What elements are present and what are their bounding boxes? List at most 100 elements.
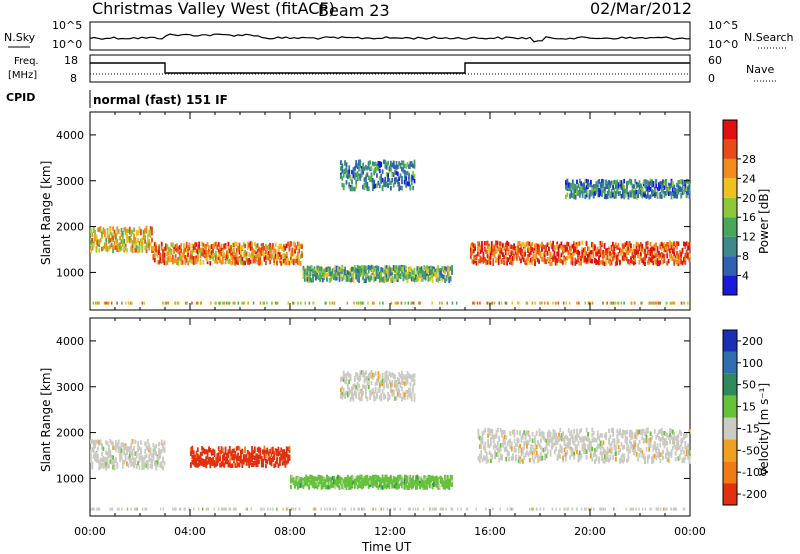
power-echo-cell	[538, 259, 540, 264]
power-echo-cell	[478, 246, 481, 251]
velocity-echo-cell	[437, 480, 439, 485]
velocity-echo-cell	[502, 436, 505, 441]
velocity-echo-cell	[419, 484, 421, 489]
velocity-echo-cell	[517, 448, 520, 454]
power-echo-cell	[641, 187, 644, 193]
power-echo-cell	[683, 180, 685, 186]
power-echo-cell	[130, 238, 133, 243]
velocity-echo-cell	[256, 457, 259, 462]
power-echo-cell	[646, 240, 649, 246]
power-echo-cell	[305, 268, 308, 274]
power-echo-cell	[294, 242, 296, 247]
velocity-echo-cell	[213, 449, 216, 455]
velocity-echo-cell	[387, 384, 389, 389]
power-echo-cell	[556, 258, 559, 263]
velocity-echo-cell	[298, 476, 301, 481]
velocity-echo-cell	[217, 458, 220, 463]
power-echo-cell	[120, 232, 123, 238]
power-echo-cell	[246, 245, 249, 250]
power-echo-cell	[233, 259, 235, 264]
velocity-echo-cell	[566, 450, 569, 455]
velocity-echo-cell	[237, 456, 239, 462]
power-echo-cell	[479, 255, 482, 261]
velocity-echo-cell	[527, 452, 530, 457]
velocity-echo-cell	[391, 383, 394, 388]
power-echo-cell	[237, 260, 239, 265]
velocity-echo-cell	[230, 456, 233, 461]
velocity-echo-cell	[487, 443, 489, 448]
velocity-echo-cell	[494, 434, 496, 439]
velocity-echo-cell	[253, 460, 256, 466]
power-echo-cell	[428, 276, 431, 282]
power-echo-cell	[367, 269, 370, 274]
velocity-echo-cell	[573, 451, 576, 456]
velocity-echo-cell	[413, 397, 416, 402]
velocity-echo-cell	[534, 442, 537, 447]
power-echo-cell	[652, 260, 655, 266]
power-echo-cell	[621, 183, 624, 188]
velocity-echo-cell	[501, 443, 503, 448]
velocity-echo-cell	[291, 478, 294, 483]
power-echo-cell	[302, 274, 305, 279]
power-echo-cell	[370, 275, 373, 281]
velocity-echo-cell	[567, 428, 570, 433]
velocity-echo-cell	[349, 389, 352, 395]
velocity-echo-cell	[537, 441, 539, 446]
velocity-echo-cell	[542, 435, 545, 441]
power-echo-cell	[652, 181, 655, 186]
velocity-echo-cell	[403, 381, 406, 386]
power-echo-cell	[492, 261, 495, 266]
power-echo-cell	[238, 250, 241, 255]
velocity-echo-cell	[362, 390, 364, 396]
velocity-echo-cell	[162, 446, 164, 452]
power-echo-cell	[598, 258, 600, 263]
power-echo-cell	[227, 254, 230, 259]
power-echo-cell	[688, 245, 691, 250]
power-echo-cell	[438, 301, 441, 305]
velocity-echo-cell	[212, 448, 214, 454]
power-echo-cell	[401, 185, 403, 191]
velocity-echo-cell	[559, 448, 562, 453]
power-echo-cell	[676, 250, 678, 256]
velocity-echo-cell	[533, 448, 535, 453]
velocity-echo-cell	[227, 460, 230, 465]
power-echo-cell	[91, 240, 94, 246]
power-echo-cell	[451, 301, 454, 305]
velocity-echo-cell	[226, 456, 228, 462]
velocity-echo-cell	[369, 475, 371, 481]
power-echo-cell	[384, 164, 387, 169]
velocity-echo-cell	[253, 455, 256, 461]
power-echo-cell	[160, 241, 163, 247]
power-echo-cell	[609, 183, 612, 188]
power-echo-cell	[355, 163, 358, 168]
power-echo-cell	[284, 256, 287, 261]
velocity-echo-cell	[351, 388, 353, 394]
power-echo-cell	[427, 268, 430, 273]
power-echo-cell	[646, 246, 649, 251]
velocity-echo-cell	[399, 393, 402, 398]
velocity-echo-cell	[399, 374, 402, 379]
power-echo-cell	[528, 241, 531, 247]
velocity-echo-cell	[359, 480, 362, 486]
power-echo-cell	[138, 241, 141, 246]
power-echo-cell	[90, 239, 92, 245]
power-echo-cell	[669, 248, 671, 253]
velocity-echo-cell	[491, 430, 494, 435]
velocity-echo-cell	[298, 483, 301, 489]
velocity-echo-cell	[228, 445, 231, 451]
power-echo-cell	[363, 271, 366, 276]
power-echo-cell	[649, 257, 652, 262]
velocity-echo-cell	[156, 455, 159, 461]
power-echo-cell	[373, 179, 376, 185]
power-echo-cell	[529, 250, 532, 255]
power-echo-cell	[440, 270, 442, 276]
power-echo-cell	[624, 255, 627, 261]
power-echo-cell	[592, 194, 595, 199]
power-echo-cell	[609, 301, 612, 305]
velocity-echo-cell	[349, 397, 352, 402]
velocity-echo-cell	[581, 446, 584, 452]
velocity-echo-cell	[521, 459, 524, 464]
power-echo-cell	[124, 230, 127, 236]
power-echo-cell	[577, 256, 579, 262]
power-echo-cell	[342, 169, 345, 174]
